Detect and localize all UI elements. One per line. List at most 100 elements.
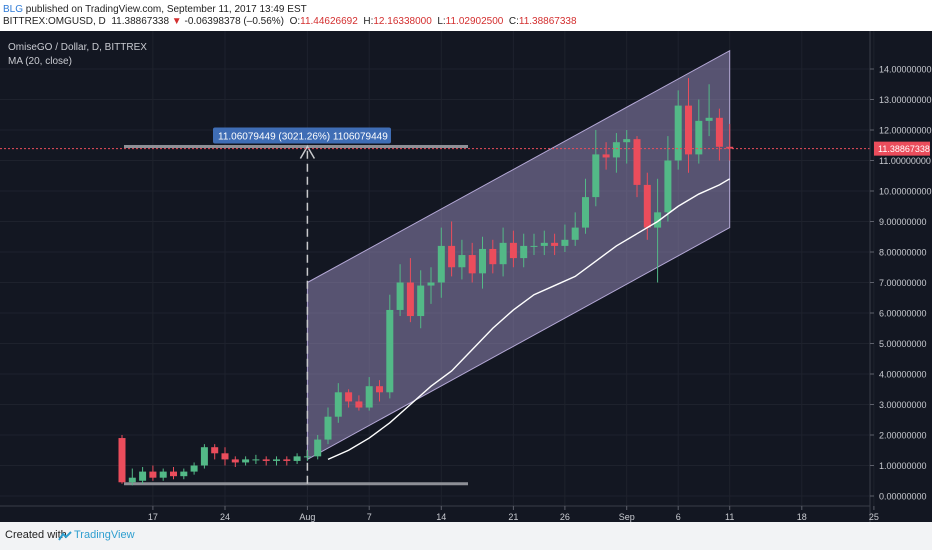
x-tick-label: 24 xyxy=(220,512,230,522)
candle xyxy=(612,133,620,173)
high-value: 12.16338000 xyxy=(373,16,432,27)
candle-body xyxy=(273,459,280,461)
open-value: 11.44626692 xyxy=(300,16,358,27)
chart-panel[interactable]: 11.06079449 (3021.26%) 1106079449 OmiseG… xyxy=(0,31,932,522)
candle xyxy=(118,435,126,484)
candle xyxy=(685,78,692,173)
candle-body xyxy=(334,392,342,417)
candle xyxy=(386,294,394,399)
candle-body xyxy=(633,139,641,185)
tradingview-logo-icon xyxy=(58,531,72,541)
y-tick-label: 8.00000000 xyxy=(879,248,927,258)
candle-body xyxy=(571,227,579,240)
candle xyxy=(396,264,404,317)
candle xyxy=(509,230,517,268)
candle-body xyxy=(242,459,250,463)
published-text: published on TradingView.com, September … xyxy=(25,4,307,15)
candle-body xyxy=(190,465,198,472)
candle xyxy=(345,389,353,408)
y-tick-label: 14.00000000 xyxy=(879,65,932,75)
x-tick-label: 7 xyxy=(367,512,372,522)
candle-body xyxy=(262,459,270,461)
candle-body xyxy=(406,282,414,317)
price-tag: 11.38867338 xyxy=(874,141,930,156)
y-tick-label: 3.00000000 xyxy=(879,400,927,410)
candle-body xyxy=(283,459,291,461)
candle-body xyxy=(293,456,301,461)
candle xyxy=(190,462,198,475)
candle-body xyxy=(128,477,136,483)
candle-body xyxy=(170,471,177,477)
candle-body xyxy=(674,105,682,161)
low-label: L: xyxy=(437,16,446,27)
candle xyxy=(695,99,703,164)
candle-body xyxy=(582,197,589,228)
candle xyxy=(314,435,322,460)
candle-body xyxy=(303,456,311,458)
candle xyxy=(355,395,363,411)
ma-line xyxy=(327,178,731,461)
candle-body xyxy=(200,447,208,466)
candle-body xyxy=(149,471,157,478)
candle xyxy=(489,239,497,274)
candle xyxy=(726,123,734,161)
legend-title: OmiseGO / Dollar, D, BITTREX xyxy=(8,42,147,53)
candle-body xyxy=(211,447,219,454)
publish-info: BLG published on TradingView.com, Septem… xyxy=(3,3,307,17)
candle xyxy=(468,242,476,283)
measure-label-text: 11.06079449 (3021.26%) 1106079449 xyxy=(218,131,388,142)
candle-body xyxy=(252,459,260,461)
candle-body xyxy=(345,392,353,402)
low-value: 11.02902500 xyxy=(445,16,504,27)
y-tick-label: 10.00000000 xyxy=(879,187,932,197)
ohlc-info: BITTREX:OMGUSD, D 11.38867338 ▼ -0.06398… xyxy=(3,15,577,29)
candle xyxy=(458,239,466,280)
candle xyxy=(180,468,188,480)
y-tick-label: 2.00000000 xyxy=(879,431,927,441)
close-label: C: xyxy=(508,16,519,27)
candle xyxy=(715,108,723,161)
x-tick-label: 18 xyxy=(797,512,807,522)
candle-body xyxy=(417,285,425,317)
author-link[interactable]: BLG xyxy=(3,4,24,15)
candle xyxy=(561,224,569,252)
x-tick-label: Aug xyxy=(299,512,315,522)
high-label: H: xyxy=(363,16,374,27)
footer: Created with TradingView xyxy=(0,522,932,550)
candle xyxy=(128,468,136,486)
chart-legend: OmiseGO / Dollar, D, BITTREX MA (20, clo… xyxy=(8,42,147,67)
x-tick-label: 17 xyxy=(148,512,158,522)
candle xyxy=(592,130,600,207)
y-tick-label: 13.00000000 xyxy=(879,95,932,105)
candle-body xyxy=(592,154,600,198)
candle xyxy=(499,227,507,277)
candles xyxy=(118,78,734,486)
tradingview-brand-link[interactable]: TradingView xyxy=(74,529,135,541)
candle xyxy=(273,456,280,466)
x-tick-label: 14 xyxy=(436,512,446,522)
candle xyxy=(200,444,208,469)
price-chart[interactable]: 11.06079449 (3021.26%) 1106079449 OmiseG… xyxy=(0,31,932,522)
x-tick-label: 21 xyxy=(508,512,518,522)
price-axis: 0.00000000 1.00000000 2.00000000 3.00000000… xyxy=(870,65,932,502)
candle-body xyxy=(437,245,445,283)
down-arrow-icon: ▼ xyxy=(171,16,182,27)
close-value: 11.38867338 xyxy=(518,16,577,27)
candle xyxy=(582,178,589,234)
candle xyxy=(170,467,177,480)
created-with-label: Created with xyxy=(5,529,67,541)
y-tick-label: 4.00000000 xyxy=(879,370,927,380)
candle xyxy=(643,172,651,240)
y-tick-label: 6.00000000 xyxy=(879,309,927,319)
candle-body xyxy=(623,139,631,143)
candle xyxy=(427,267,435,304)
candle-body xyxy=(715,117,723,147)
candle-body xyxy=(551,242,559,246)
candle-body xyxy=(540,242,548,246)
candle xyxy=(159,468,167,481)
x-tick-label: Sep xyxy=(619,512,635,522)
time-axis: 17 24 Aug 7 14 21 26 Sep 6 11 18 25 xyxy=(148,506,879,522)
legend-indicator[interactable]: MA (20, close) xyxy=(8,56,72,67)
candle xyxy=(520,233,528,268)
